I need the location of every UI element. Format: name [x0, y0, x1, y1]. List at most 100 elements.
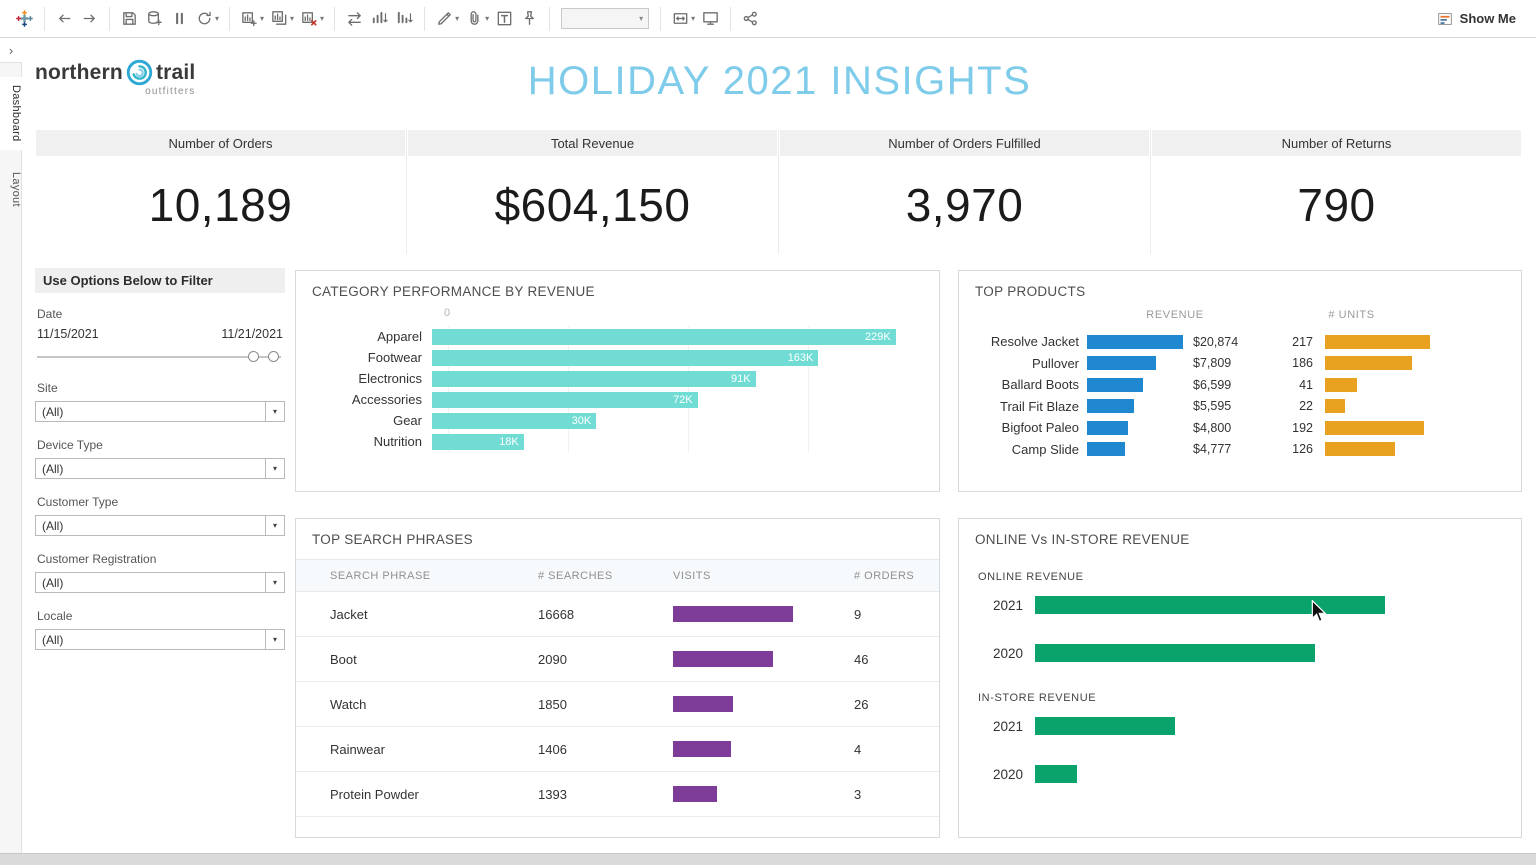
- new-worksheet-button[interactable]: ▾: [237, 6, 267, 31]
- cell-size-button[interactable]: ▾: [668, 6, 698, 31]
- units-bar[interactable]: [1325, 399, 1345, 414]
- search-phrase-cell: Rainwear: [330, 741, 385, 757]
- visits-bar[interactable]: [673, 606, 793, 622]
- table-row[interactable]: Watch 1850 26: [296, 682, 939, 727]
- swap-rows-columns-button[interactable]: [342, 6, 367, 31]
- category-bar[interactable]: 163K: [432, 349, 819, 366]
- revenue-bar-track: [1087, 377, 1183, 392]
- sort-ascending-button[interactable]: [367, 6, 392, 31]
- visits-bar-track: [673, 696, 793, 712]
- revenue-bar[interactable]: [1035, 765, 1077, 783]
- dropdown-caret-icon[interactable]: ▾: [265, 630, 284, 649]
- dropdown-caret-icon[interactable]: ▾: [265, 573, 284, 592]
- toolbar-separator: [549, 6, 551, 31]
- clear-sheet-button[interactable]: ▾: [297, 6, 327, 31]
- units-bar[interactable]: [1325, 334, 1430, 349]
- customer-type-dropdown[interactable]: (All) ▾: [35, 515, 285, 536]
- visits-bar[interactable]: [673, 696, 733, 712]
- dropdown-value: (All): [42, 575, 64, 590]
- date-range-slider[interactable]: [35, 349, 285, 365]
- revenue-bar[interactable]: [1087, 334, 1183, 349]
- bar-value-label: 163K: [787, 351, 814, 364]
- revenue-bar[interactable]: [1035, 596, 1385, 614]
- undo-button[interactable]: [52, 6, 77, 31]
- units-bar[interactable]: [1325, 420, 1424, 435]
- share-button[interactable]: [738, 6, 763, 31]
- visits-bar-track: [673, 651, 793, 667]
- filter-group: Customer Type (All) ▾: [35, 495, 285, 536]
- revenue-value: $4,777: [1193, 442, 1232, 457]
- device-type-dropdown[interactable]: (All) ▾: [35, 458, 285, 479]
- revenue-bar[interactable]: [1087, 356, 1157, 371]
- tab-layout[interactable]: Layout: [10, 171, 22, 207]
- category-bar[interactable]: 18K: [432, 433, 524, 450]
- revenue-bar[interactable]: [1035, 644, 1315, 662]
- kpi-value: 3,970: [905, 179, 1024, 231]
- save-button[interactable]: [117, 6, 142, 31]
- visits-bar[interactable]: [673, 651, 773, 667]
- visits-bar[interactable]: [673, 741, 731, 757]
- redo-button[interactable]: [77, 6, 102, 31]
- search-phrase-rows: Jacket 16668 9 Boot 2090 46 Watch 1850 26 Rainwea…: [296, 592, 939, 817]
- revenue-bar[interactable]: [1087, 399, 1135, 414]
- table-row[interactable]: Protein Powder 1393 3: [296, 772, 939, 817]
- slider-handle-start[interactable]: [247, 351, 259, 362]
- orders-cell: 4: [854, 741, 862, 757]
- expand-pane-button[interactable]: ›: [0, 39, 22, 63]
- show-mark-labels-button[interactable]: [492, 6, 517, 31]
- units-bar[interactable]: [1325, 377, 1357, 392]
- revenue-bar[interactable]: [1035, 717, 1175, 735]
- panel-top-search-phrases: TOP SEARCH PHRASES SEARCH PHRASE # SEARC…: [295, 518, 940, 838]
- table-row[interactable]: Jacket 16668 9: [296, 592, 939, 637]
- category-label: Electronics: [358, 371, 422, 386]
- revenue-bar[interactable]: [1087, 377, 1143, 392]
- tableau-logo-button[interactable]: [12, 6, 37, 31]
- dropdown-value: (All): [42, 632, 64, 647]
- pause-auto-updates-icon: [170, 9, 189, 28]
- units-bar[interactable]: [1325, 442, 1396, 457]
- new-data-source-button[interactable]: [142, 6, 167, 31]
- kpi-label: Number of Returns: [1152, 130, 1521, 156]
- searches-cell: 1850: [538, 696, 567, 712]
- category-bar[interactable]: 30K: [432, 412, 597, 429]
- site-dropdown[interactable]: (All) ▾: [35, 401, 285, 422]
- units-value: 192: [1292, 420, 1313, 435]
- panel-top-products: TOP PRODUCTS REVENUE # UNITS Resolve Jac…: [958, 270, 1522, 492]
- dropdown-caret-icon[interactable]: ▾: [265, 516, 284, 535]
- dropdown-caret-icon[interactable]: ▾: [265, 402, 284, 421]
- presentation-mode-button[interactable]: [698, 6, 723, 31]
- fit-selector-combobox[interactable]: ▾: [561, 8, 650, 29]
- category-bar[interactable]: 229K: [432, 328, 896, 345]
- table-row[interactable]: Rainwear 1406 4: [296, 727, 939, 772]
- dropdown-caret-icon: ▾: [260, 13, 265, 23]
- customer-registration-dropdown[interactable]: (All) ▾: [35, 572, 285, 593]
- revenue-bar[interactable]: [1087, 442, 1126, 457]
- visits-bar[interactable]: [673, 786, 718, 802]
- revenue-bar-track: [1087, 420, 1183, 435]
- category-label: Nutrition: [373, 434, 422, 449]
- category-bar-row: Electronics 91K: [312, 368, 915, 389]
- filter-group: Site (All) ▾: [35, 381, 285, 422]
- pause-auto-updates-button[interactable]: [167, 6, 192, 31]
- filter-group: Locale (All) ▾: [35, 609, 285, 650]
- group-members-button[interactable]: ▾: [462, 6, 492, 31]
- kpi-card: Number of Returns 790: [1150, 130, 1522, 254]
- table-row[interactable]: Boot 2090 46: [296, 637, 939, 682]
- kpi-value: 790: [1297, 179, 1376, 231]
- locale-dropdown[interactable]: (All) ▾: [35, 629, 285, 650]
- category-bar[interactable]: 91K: [432, 370, 756, 387]
- duplicate-sheet-button[interactable]: ▾: [267, 6, 297, 31]
- dropdown-caret-icon[interactable]: ▾: [265, 459, 284, 478]
- units-bar[interactable]: [1325, 356, 1413, 371]
- kpi-label: Number of Orders: [36, 130, 405, 156]
- show-me-button[interactable]: Show Me: [1428, 7, 1524, 31]
- tab-dashboard[interactable]: Dashboard: [0, 77, 22, 150]
- category-bar[interactable]: 72K: [432, 391, 698, 408]
- highlight-button[interactable]: ▾: [432, 6, 462, 31]
- revenue-bar[interactable]: [1087, 420, 1129, 435]
- group-label-online: ONLINE REVENUE: [978, 571, 1084, 583]
- sort-descending-button[interactable]: [392, 6, 417, 31]
- slider-handle-end[interactable]: [267, 351, 279, 362]
- fix-axes-button[interactable]: [517, 6, 542, 31]
- run-auto-updates-button[interactable]: ▾: [192, 6, 222, 31]
